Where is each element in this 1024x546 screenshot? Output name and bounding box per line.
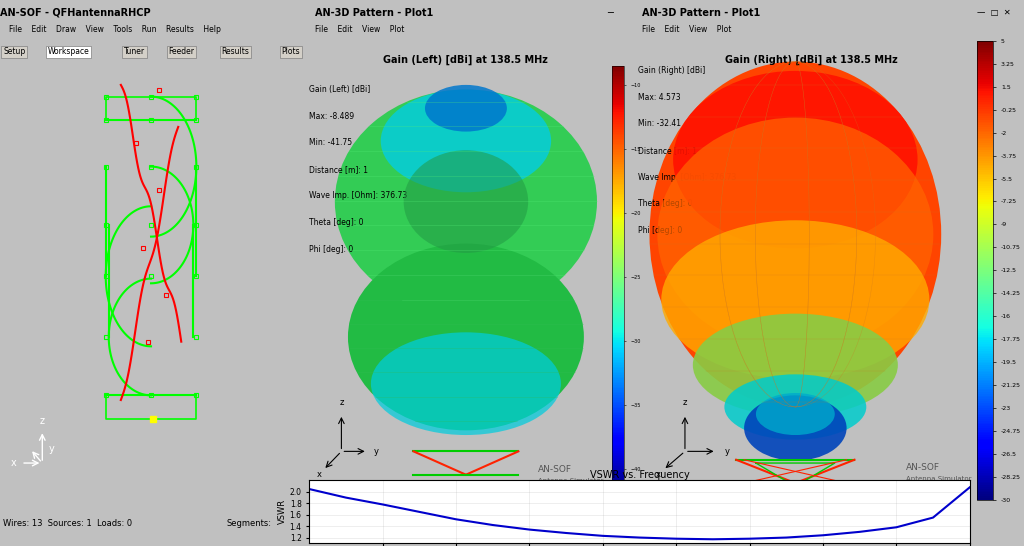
Text: Setup: Setup: [3, 48, 26, 56]
Text: Distance [m]: 1: Distance [m]: 1: [308, 165, 368, 174]
Text: x: x: [655, 470, 660, 479]
Text: z: z: [683, 397, 687, 407]
Text: ─: ─: [607, 8, 612, 17]
Ellipse shape: [724, 375, 866, 440]
Ellipse shape: [348, 244, 584, 430]
Text: AN-SOF - QFHantennaRHCP: AN-SOF - QFHantennaRHCP: [0, 8, 151, 17]
Text: Gain (Left) [dBi]: Gain (Left) [dBi]: [308, 85, 370, 94]
Text: Phi [deg]: 0: Phi [deg]: 0: [308, 245, 353, 253]
Text: Min: -41.75: Min: -41.75: [308, 138, 352, 147]
Ellipse shape: [673, 71, 918, 248]
Ellipse shape: [657, 117, 933, 351]
Text: x: x: [10, 458, 16, 468]
Text: Wires: 13  Sources: 1  Loads: 0: Wires: 13 Sources: 1 Loads: 0: [3, 519, 132, 528]
Text: y: y: [374, 447, 379, 456]
Ellipse shape: [425, 85, 507, 132]
Y-axis label: VSWR: VSWR: [278, 499, 287, 525]
Text: Wave Imp. [Ohm]: 376.73: Wave Imp. [Ohm]: 376.73: [638, 173, 736, 182]
Text: —  □  ✕: — □ ✕: [977, 8, 1011, 16]
Text: Gain (Right) [dBi]: Gain (Right) [dBi]: [638, 66, 705, 75]
Text: Distance [m]: 1: Distance [m]: 1: [638, 146, 696, 155]
Text: Phi [deg]: 0: Phi [deg]: 0: [638, 226, 682, 235]
Ellipse shape: [662, 220, 930, 379]
Text: Max: 4.573: Max: 4.573: [638, 93, 680, 102]
Text: Theta [deg]: 0: Theta [deg]: 0: [308, 218, 364, 227]
Text: Wave Imp. [Ohm]: 376.73: Wave Imp. [Ohm]: 376.73: [308, 191, 407, 200]
Text: Gain (Left) [dBi] at 138.5 MHz: Gain (Left) [dBi] at 138.5 MHz: [383, 55, 549, 65]
Text: z: z: [40, 416, 45, 426]
Text: File    Edit    View    Plot: File Edit View Plot: [642, 25, 731, 34]
Ellipse shape: [371, 333, 561, 435]
Text: AN-3D Pattern - Plot1: AN-3D Pattern - Plot1: [642, 8, 760, 17]
Ellipse shape: [693, 313, 898, 417]
Text: Theta [deg]: 0: Theta [deg]: 0: [638, 199, 692, 208]
Ellipse shape: [649, 62, 941, 407]
Text: AN-SOF: AN-SOF: [538, 465, 572, 474]
Text: Workspace: Workspace: [48, 48, 89, 56]
Ellipse shape: [381, 90, 551, 192]
Text: Plots: Plots: [282, 48, 300, 56]
Text: File    Edit    Draw    View    Tools    Run    Results    Help: File Edit Draw View Tools Run Results He…: [9, 25, 221, 34]
Text: AN-SOF: AN-SOF: [905, 463, 940, 472]
Ellipse shape: [335, 90, 597, 313]
Text: AN-3D Pattern - Plot1: AN-3D Pattern - Plot1: [315, 8, 433, 17]
Text: Antenna Simulator: Antenna Simulator: [538, 478, 603, 484]
Text: y: y: [724, 447, 729, 456]
Text: x: x: [316, 470, 322, 479]
Text: Segments:: Segments:: [226, 519, 271, 528]
Text: Antenna Simulator: Antenna Simulator: [905, 476, 971, 482]
Ellipse shape: [756, 393, 835, 435]
Text: Feeder: Feeder: [169, 48, 195, 56]
Ellipse shape: [744, 395, 847, 461]
Text: z: z: [339, 397, 344, 407]
Text: Max: -8.489: Max: -8.489: [308, 111, 353, 121]
Text: File    Edit    View    Plot: File Edit View Plot: [315, 25, 404, 34]
Text: Results: Results: [221, 48, 249, 56]
Text: Min: -32.41: Min: -32.41: [638, 120, 681, 128]
Text: y: y: [48, 444, 54, 454]
Title: VSWR vs. Frequency: VSWR vs. Frequency: [590, 470, 689, 480]
Text: Gain (Right) [dBi] at 138.5 MHz: Gain (Right) [dBi] at 138.5 MHz: [725, 55, 897, 65]
Text: Tuner: Tuner: [124, 48, 145, 56]
Ellipse shape: [403, 150, 528, 253]
